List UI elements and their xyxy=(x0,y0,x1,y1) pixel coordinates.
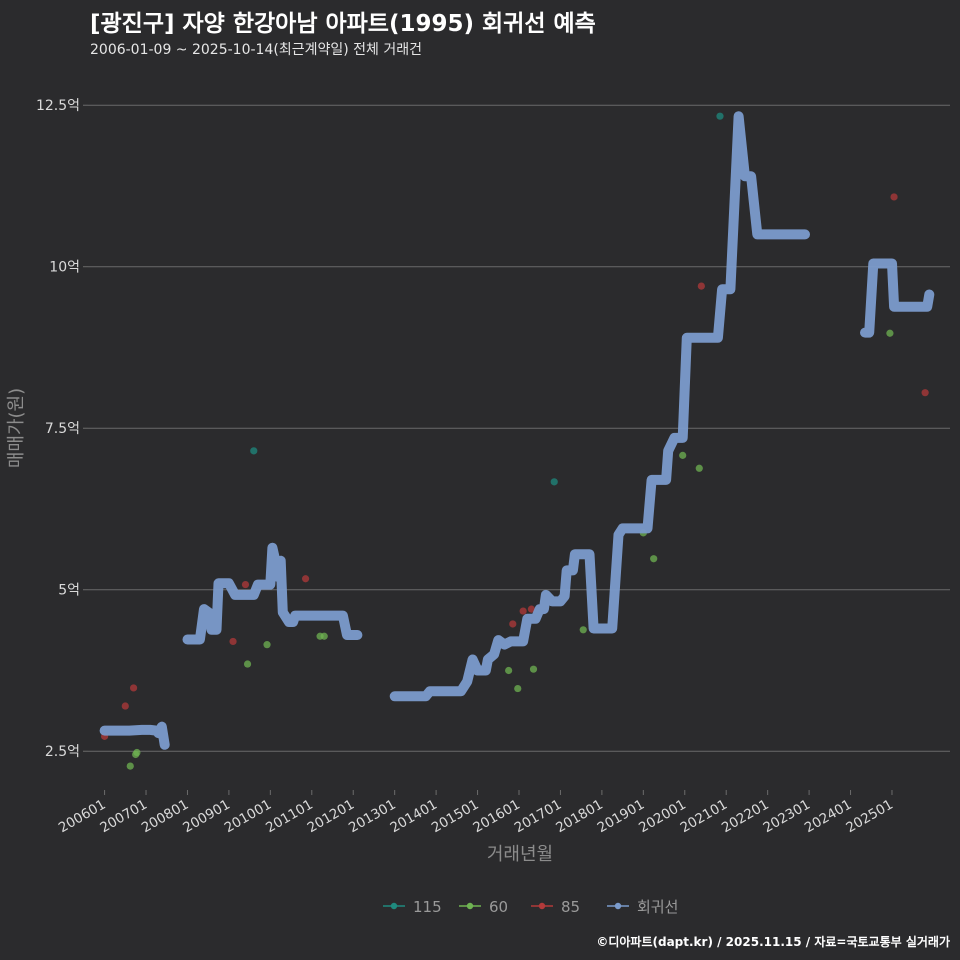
x-tick-label: 201701 xyxy=(512,797,565,837)
data-point-85 xyxy=(519,607,527,615)
data-point-60 xyxy=(514,684,522,693)
data-point-60 xyxy=(320,632,328,640)
scatter-points xyxy=(100,112,929,770)
y-tick-label: 7.5억 xyxy=(45,421,80,437)
data-point-115 xyxy=(716,112,724,120)
x-tick-label: 200801 xyxy=(139,797,192,837)
y-tick-label: 10억 xyxy=(49,260,80,276)
legend: 115 60 85 회귀선 xyxy=(383,898,678,916)
y-tick-label: 2.5억 xyxy=(45,744,80,760)
x-tick-label: 201201 xyxy=(305,797,358,837)
x-tick-label: 201901 xyxy=(595,797,648,837)
chart-subtitle: 2006-01-09 ~ 2025-10-14(최근계약일) 전체 거래건 xyxy=(90,42,422,58)
data-point-85 xyxy=(229,637,237,646)
data-point-85 xyxy=(129,684,138,692)
x-tick-label: 201601 xyxy=(470,797,523,837)
legend-label: 60 xyxy=(489,898,508,916)
data-point-60 xyxy=(886,329,894,337)
x-tick-label: 201501 xyxy=(429,797,482,837)
data-point-85 xyxy=(241,580,250,589)
data-point-85 xyxy=(527,605,536,613)
data-point-85 xyxy=(509,620,517,628)
data-point-60 xyxy=(263,641,271,649)
x-axis: 2006012007012008012009012010012011012012… xyxy=(56,790,896,836)
legend-item-60: 60 xyxy=(459,898,508,916)
x-tick-label: 201801 xyxy=(553,797,606,837)
data-point-60 xyxy=(243,660,252,668)
legend-swatch-dot xyxy=(614,902,622,910)
data-point-85 xyxy=(121,702,129,710)
source-caption: ©디아파트(dapt.kr) / 2025.11.15 / 자료=국토교통부 실… xyxy=(596,935,950,949)
x-tick-label: 200601 xyxy=(56,797,109,837)
legend-item-85: 85 xyxy=(531,898,580,916)
data-point-60 xyxy=(579,626,587,634)
x-tick-label: 202301 xyxy=(760,797,813,837)
x-tick-label: 201301 xyxy=(346,797,399,837)
legend-swatch-dot xyxy=(390,902,398,910)
x-tick-label: 202501 xyxy=(843,797,896,837)
regression-segment xyxy=(389,111,810,702)
data-point-60 xyxy=(133,748,141,757)
data-point-60 xyxy=(679,451,687,459)
x-tick-label: 200901 xyxy=(180,797,233,837)
y-axis: 2.5억 5억 7.5억 10억 12.5억 xyxy=(36,98,88,760)
legend-item-115: 115 xyxy=(383,898,442,916)
data-point-115 xyxy=(550,478,558,486)
data-point-85 xyxy=(921,389,929,397)
y-axis-title: 매매가(원) xyxy=(6,388,27,468)
y-tick-label: 12.5억 xyxy=(36,98,80,114)
x-tick-label: 201101 xyxy=(263,797,316,837)
data-point-85 xyxy=(890,193,898,201)
data-point-115 xyxy=(250,447,258,455)
data-point-60 xyxy=(695,464,703,472)
legend-label: 115 xyxy=(413,898,442,916)
data-point-60 xyxy=(505,666,513,675)
legend-item-regression: 회귀선 xyxy=(607,898,678,916)
y-tick-label: 5억 xyxy=(58,583,80,599)
chart-title: [광진구] 자양 한강아남 아파트(1995) 회귀선 예측 xyxy=(90,11,596,37)
data-point-85 xyxy=(301,575,310,583)
x-tick-label: 200701 xyxy=(97,797,150,837)
regression-segment xyxy=(182,542,363,645)
x-tick-label: 202401 xyxy=(802,797,855,837)
x-tick-label: 202201 xyxy=(719,797,772,837)
data-point-60 xyxy=(650,555,658,563)
legend-label: 85 xyxy=(561,898,580,916)
regression-segment xyxy=(99,721,170,750)
regression-line xyxy=(99,111,935,750)
regression-segment xyxy=(860,258,935,338)
data-point-60 xyxy=(529,665,538,673)
x-tick-label: 202001 xyxy=(636,797,689,837)
legend-label: 회귀선 xyxy=(637,898,678,916)
x-tick-label: 201401 xyxy=(387,797,440,837)
legend-swatch-dot xyxy=(466,902,474,910)
data-point-85 xyxy=(697,282,705,290)
legend-swatch-dot xyxy=(538,902,546,910)
data-point-60 xyxy=(126,762,134,770)
x-tick-label: 201001 xyxy=(222,797,275,837)
x-axis-title: 거래년월 xyxy=(487,844,553,865)
grid-lines xyxy=(88,104,950,752)
x-tick-label: 202101 xyxy=(678,797,731,837)
